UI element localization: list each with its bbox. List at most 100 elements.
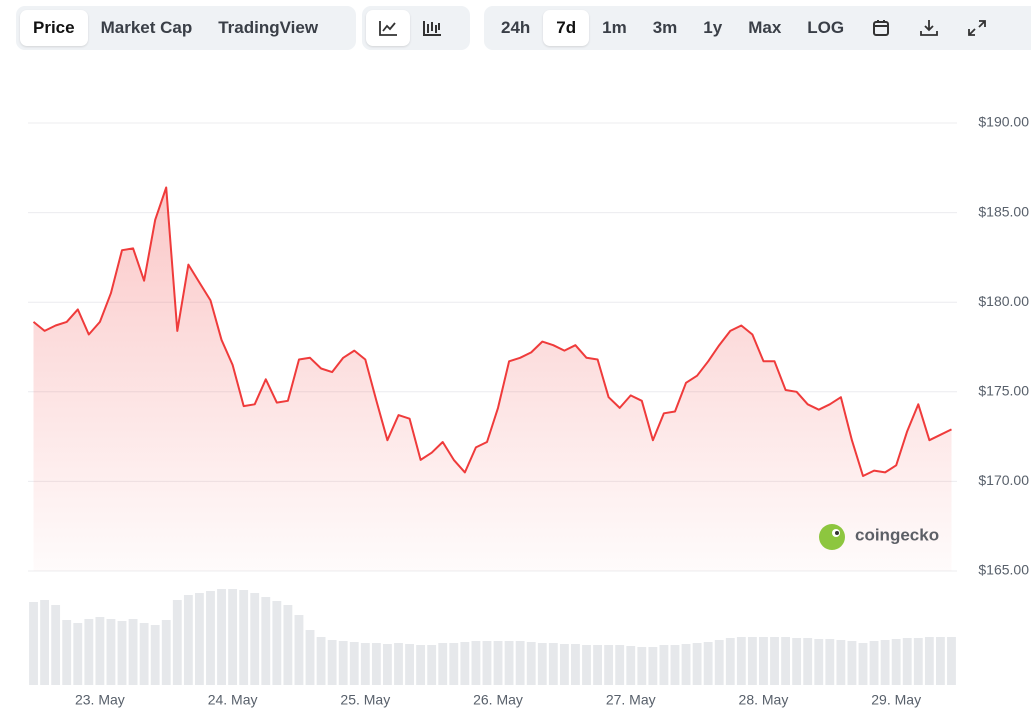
range[interactable]: 3m	[652, 18, 678, 37]
y-tick-label: $175.00	[978, 383, 1029, 399]
volume-bar	[593, 645, 602, 685]
calendar[interactable]	[857, 10, 905, 46]
volume-bar	[670, 645, 680, 685]
volume-bar	[913, 638, 923, 685]
volume-bar	[272, 601, 282, 685]
volume-bar	[360, 643, 370, 685]
volume-bar	[228, 589, 238, 685]
volume-bar	[62, 620, 72, 685]
volume-bar	[869, 641, 879, 685]
volume-bar	[814, 639, 824, 685]
volume-bar	[383, 644, 392, 685]
line	[32, 186, 952, 477]
range[interactable]: 24h	[501, 18, 531, 37]
icon	[920, 20, 939, 36]
volume-bar	[438, 643, 448, 685]
volume-bar	[692, 643, 702, 685]
volume-bar	[161, 620, 171, 685]
volume-bar	[327, 640, 337, 685]
icon	[379, 21, 397, 36]
volume-bar	[261, 597, 271, 685]
view-tabs: Price Market Cap TradingView	[16, 6, 356, 50]
volume-bar	[405, 644, 414, 685]
volume-bar	[40, 600, 50, 685]
volume-bar	[239, 590, 249, 685]
x-tick-label: 29. May	[871, 692, 921, 708]
volume-bar	[471, 641, 481, 685]
y-tick-label: $180.00	[978, 293, 1029, 309]
volume-bar	[747, 637, 757, 685]
volume-bar	[924, 637, 934, 685]
volume-bar	[902, 638, 912, 685]
volume-bar	[128, 619, 138, 685]
volume-bar	[935, 637, 945, 685]
volume-bar	[206, 591, 215, 685]
x-tick-label: 26. May	[473, 692, 523, 708]
volume-bar	[117, 621, 127, 685]
tab[interactable]: Market Cap	[100, 18, 193, 37]
volume-bar	[183, 595, 193, 685]
range[interactable]: 1m	[602, 18, 627, 37]
volume-bar	[637, 647, 647, 685]
volume-bar	[703, 642, 713, 685]
volume-bar	[283, 605, 293, 685]
chart-kind	[362, 6, 470, 50]
log[interactable]: LOG	[807, 18, 845, 37]
watermark-text: coingecko	[855, 525, 939, 544]
volume-bar	[947, 637, 956, 685]
volume-bar	[51, 605, 61, 685]
volume-bar	[73, 623, 83, 685]
volume-bar	[615, 645, 625, 685]
volume-bar	[604, 645, 614, 685]
range[interactable]: Max	[748, 18, 782, 37]
download[interactable]	[905, 10, 953, 46]
x-tick-label: 25. May	[340, 692, 390, 708]
x-tick-label: 27. May	[606, 692, 656, 708]
volume-bar	[482, 641, 492, 685]
volume-bar	[515, 641, 525, 685]
candle-icon[interactable]	[410, 10, 454, 46]
volume-bar	[172, 600, 182, 685]
volume-bar	[891, 639, 901, 685]
volume-bar	[526, 642, 536, 685]
range[interactable]: 7d	[543, 10, 590, 46]
volume-bar	[338, 641, 348, 685]
line-icon[interactable]	[366, 10, 410, 46]
watermark: coingecko	[819, 524, 939, 550]
volume-bar	[847, 641, 857, 685]
volume-bar	[106, 619, 116, 685]
icon	[873, 20, 890, 36]
tab[interactable]: Price	[20, 10, 88, 46]
volume-bar	[427, 645, 437, 685]
volume-bar	[139, 623, 149, 685]
volume-bar	[194, 593, 204, 685]
volume-bar	[714, 640, 724, 685]
volume-bar	[371, 643, 381, 685]
volume-bar	[759, 637, 768, 685]
volume-bar	[736, 637, 746, 685]
tab[interactable]: TradingView	[218, 18, 319, 37]
x-tick-label: 28. May	[739, 692, 789, 708]
range[interactable]: 1y	[703, 18, 723, 37]
volume-bar	[537, 643, 547, 685]
volume-bar	[294, 615, 304, 685]
volume-bar	[316, 637, 326, 685]
volume-bar	[858, 643, 868, 685]
volume-bar	[29, 602, 38, 685]
icon	[968, 20, 987, 36]
volume-bar	[725, 638, 735, 685]
x-tick-label: 24. May	[208, 692, 258, 708]
volume-bar	[548, 643, 558, 685]
volume-bar	[582, 645, 591, 685]
expand[interactable]	[953, 10, 1001, 46]
volume-bar	[95, 617, 105, 685]
volume-bar	[504, 641, 514, 685]
area	[33, 187, 952, 571]
volume-bar	[836, 640, 846, 685]
volume-bar	[825, 639, 835, 685]
volume-bar	[305, 630, 315, 685]
range-tabs: 24h 7d 1m 3m 1y Max LOG	[484, 6, 1031, 50]
y-tick-label: $190.00	[978, 114, 1029, 130]
